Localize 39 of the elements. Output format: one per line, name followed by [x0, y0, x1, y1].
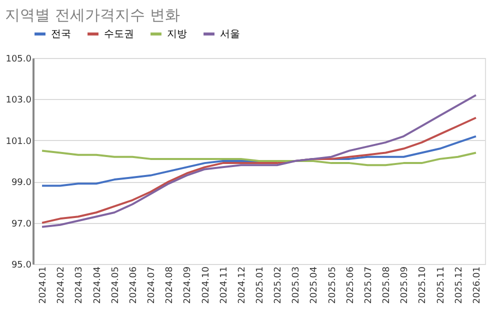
- x-tick-label: 2024.10: [201, 266, 212, 304]
- x-tick-label: 2025.04: [310, 266, 320, 304]
- x-tick-label: 2024.05: [110, 266, 121, 304]
- x-tick-label: 2024.11: [219, 266, 230, 304]
- x-tick-label: 2024.12: [237, 266, 248, 304]
- y-tick-label: 95.0: [11, 260, 32, 270]
- x-tick-label: 2024.07: [147, 266, 158, 304]
- x-tick-label: 2025.01: [256, 266, 266, 304]
- y-tick-label: 101.0: [6, 136, 32, 147]
- x-tick-label: 2025.09: [400, 266, 410, 304]
- x-tick-label: 2025.10: [418, 266, 428, 304]
- x-tick-label: 2024.03: [74, 266, 85, 304]
- y-tick-label: 105.0: [6, 54, 32, 64]
- legend-label: 전국: [51, 29, 71, 40]
- line-series: [41, 116, 477, 224]
- x-tick-label: 2026.01: [472, 266, 482, 304]
- y-tick-label: 97.0: [11, 219, 32, 230]
- x-tick-label: 2024.08: [165, 266, 176, 304]
- chart-title: 지역별 전세가격지수 변화: [5, 6, 180, 24]
- x-tick-label: 2025.02: [274, 266, 284, 304]
- legend-label: 서울: [220, 29, 240, 40]
- x-tick-label: 2024.04: [92, 266, 103, 304]
- x-tick-label: 2025.03: [292, 266, 302, 304]
- x-tick-label: 2025.08: [382, 266, 392, 304]
- legend-label: 수도권: [104, 29, 134, 40]
- line-series: [41, 150, 477, 166]
- x-tick-label: 2024.06: [128, 266, 139, 304]
- legend-label: 지방: [167, 29, 187, 40]
- y-tick-label: 103.0: [6, 96, 32, 106]
- y-tick-label: 99.0: [11, 178, 32, 188]
- x-tick-label: 2025.06: [346, 266, 356, 304]
- x-tick-label: 2025.05: [328, 266, 338, 304]
- line-series: [41, 94, 477, 228]
- x-tick-label: 2024.02: [56, 266, 67, 304]
- x-tick-label: 2025.11: [436, 266, 446, 304]
- x-tick-label: 2025.07: [364, 266, 374, 304]
- x-tick-label: 2024.09: [183, 266, 194, 304]
- x-tick-label: 2024.01: [38, 266, 49, 304]
- x-tick-label: 2025.12: [454, 266, 464, 304]
